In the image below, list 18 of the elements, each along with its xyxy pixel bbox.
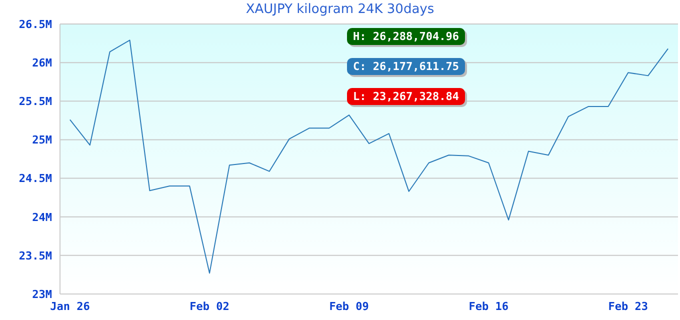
y-tick-label: 25M [32, 134, 52, 147]
chart-title: XAUJPY kilogram 24K 30days [244, 2, 436, 17]
x-tick-label: Feb 02 [190, 300, 230, 313]
y-tick-label: 23M [32, 288, 52, 301]
y-tick-label: 24.5M [18, 172, 52, 186]
y-tick-label: 25.5M [18, 95, 52, 108]
x-tick-label: Feb 09 [329, 300, 369, 313]
y-tick-label: 23.5M [18, 249, 52, 262]
x-tick-label: Feb 23 [608, 300, 648, 313]
annotation: C: 26,177,611.75 [347, 58, 465, 75]
y-tick-label: 26M [32, 56, 52, 70]
x-tick-label: Jan 26 [50, 300, 90, 313]
y-tick-label: 26.5M [18, 18, 52, 31]
y-tick-label: 24M [32, 210, 52, 224]
x-tick-label: Feb 16 [468, 300, 509, 313]
line-series [69, 40, 669, 274]
annotation: L: 23,267,328.84 [347, 88, 465, 105]
annotation: H: 26,288,704.96 [347, 28, 465, 45]
